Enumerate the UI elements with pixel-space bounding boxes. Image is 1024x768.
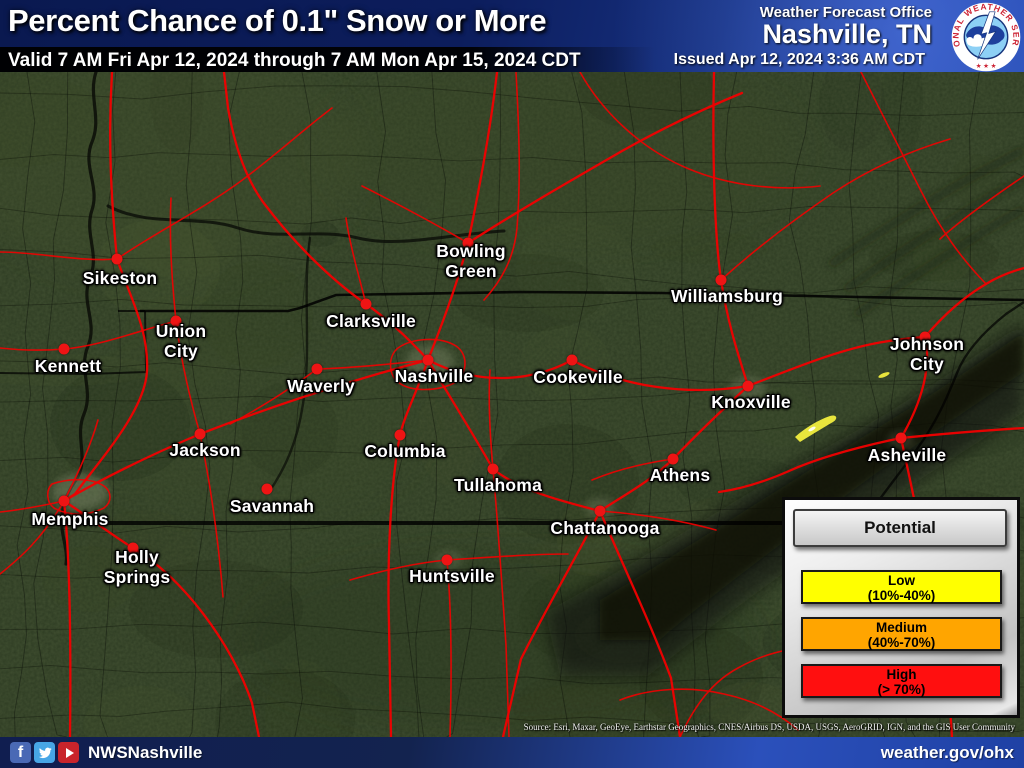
legend-items: Low (10%-40%) Medium (40%-70%) High (> 70%) [801,570,1002,711]
facebook-icon[interactable]: f [10,742,31,763]
lightning-bolt [977,11,997,60]
snow-potential-patch-low [795,372,890,442]
issued-timestamp: Issued Apr 12, 2024 3:36 AM CDT [673,51,925,68]
state-borders [0,290,1024,525]
valid-period-text: Valid 7 AM Fri Apr 12, 2024 through 7 AM… [8,50,581,71]
legend-item-medium: Medium (40%-70%) [801,617,1002,651]
svg-text:★ ★ ★: ★ ★ ★ [976,63,996,70]
legend-box: Potential Low (10%-40%) Medium (40%-70%) Hig… [782,497,1020,718]
footer-url[interactable]: weather.gov/ohx [880,742,1014,762]
office-block: Weather Forecast Office Nashville, TN [759,4,932,49]
youtube-icon[interactable] [58,742,79,763]
highways [0,72,1024,737]
legend-item-high: High (> 70%) [801,664,1002,698]
twitter-icon[interactable] [34,742,55,763]
legend-title: Potential [793,509,1007,547]
map-source-attribution: Source: Esri, Maxar, GeoEye, Earthstar G… [523,722,1015,732]
office-label: Weather Forecast Office [759,4,932,21]
page-title: Percent Chance of 0.1" Snow or More [8,3,547,38]
twitter-bird [38,747,52,758]
social-handle[interactable]: NWSNashville [88,742,203,762]
office-name: Nashville, TN [762,19,932,49]
header-bar: Percent Chance of 0.1" Snow or More Vali… [0,0,1024,72]
nws-logo-icon: NATIONAL WEATHER SERVICE ★ ★ ★ [951,2,1020,72]
footer-bar: f NWSNashville weather.gov/ohx [0,737,1024,768]
legend-item-low: Low (10%-40%) [801,570,1002,604]
legend-background: Potential Low (10%-40%) Medium (40%-70%) Hig… [785,500,1017,715]
